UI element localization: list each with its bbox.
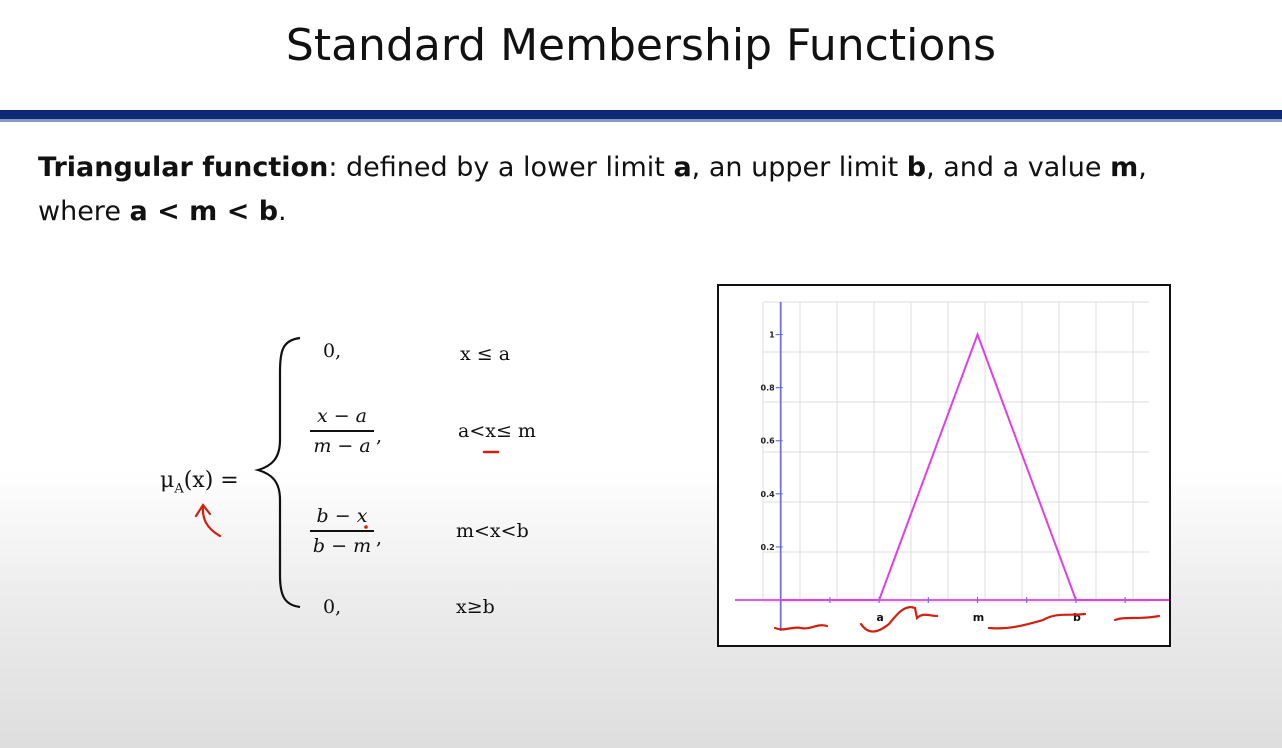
pen-dot-mark bbox=[364, 525, 368, 529]
formula-lhs-rest: (x) = bbox=[183, 468, 239, 493]
desc-part-1: : defined by a lower limit bbox=[328, 152, 674, 183]
case-2-comma: , bbox=[376, 425, 383, 447]
pen-squiggle-mark bbox=[773, 624, 829, 631]
desc-a: a bbox=[673, 152, 692, 183]
membership-chart: 0.2 0.4 0.6 0.8 1 a m b bbox=[717, 284, 1175, 647]
desc-part-6: . bbox=[278, 196, 287, 227]
case-2-fraction: x − a m − a bbox=[310, 404, 374, 458]
case-3-denominator: b − m bbox=[312, 534, 372, 557]
slide-title: Standard Membership Functions bbox=[285, 20, 997, 71]
case-2-denominator: m − a bbox=[313, 434, 371, 457]
case-2-condition: a<x≤ m bbox=[458, 420, 536, 442]
case-1-condition: x ≤ a bbox=[460, 343, 511, 365]
case-4-value: 0, bbox=[323, 596, 342, 618]
pen-squiggle-mark bbox=[987, 612, 1087, 630]
pen-squiggle-mark bbox=[859, 606, 939, 633]
x-label-a: a bbox=[876, 611, 883, 624]
title-divider-shadow bbox=[0, 119, 1282, 122]
fraction-bar bbox=[310, 430, 374, 432]
desc-condition: a < m < b bbox=[129, 196, 279, 227]
x-label-b: b bbox=[1073, 611, 1081, 624]
case-3-numerator: b − x bbox=[316, 505, 368, 527]
y-tick-label: 1 bbox=[769, 331, 775, 340]
desc-term: Triangular function bbox=[38, 152, 329, 183]
desc-part-4: , bbox=[1138, 152, 1147, 183]
x-label-m: m bbox=[973, 611, 984, 624]
fraction-bar bbox=[310, 530, 374, 532]
pen-squiggle-mark bbox=[1113, 614, 1161, 622]
chart-svg: 0.2 0.4 0.6 0.8 1 a m b bbox=[735, 301, 1175, 633]
case-3-fraction: b − x b − m bbox=[310, 504, 374, 558]
title-divider bbox=[0, 110, 1282, 119]
mu-symbol: μ bbox=[160, 468, 175, 493]
desc-m: m bbox=[1110, 152, 1139, 183]
case-4-condition: x≥b bbox=[456, 596, 495, 618]
case-3-condition: m<x<b bbox=[456, 520, 529, 542]
desc-part-2: , an upper limit bbox=[691, 152, 907, 183]
desc-part-5: where bbox=[38, 196, 130, 227]
case-3-comma: , bbox=[376, 527, 383, 549]
pen-arrow-mark bbox=[194, 503, 222, 538]
y-tick-label: 0.2 bbox=[761, 543, 775, 552]
mu-subscript: A bbox=[174, 481, 184, 497]
desc-b: b bbox=[906, 152, 927, 183]
y-tick-label: 0.4 bbox=[761, 490, 776, 499]
description-text: Triangular function: defined by a lower … bbox=[38, 146, 1248, 234]
desc-part-3: , and a value bbox=[926, 152, 1111, 183]
triangle-membership-line bbox=[780, 331, 1175, 601]
case-2-numerator: x − a bbox=[316, 405, 368, 427]
formula-lhs: μA(x) = bbox=[160, 468, 239, 496]
y-tick-label: 0.8 bbox=[761, 384, 776, 393]
y-tick-label: 0.6 bbox=[761, 437, 776, 446]
case-1-value: 0, bbox=[323, 340, 342, 362]
